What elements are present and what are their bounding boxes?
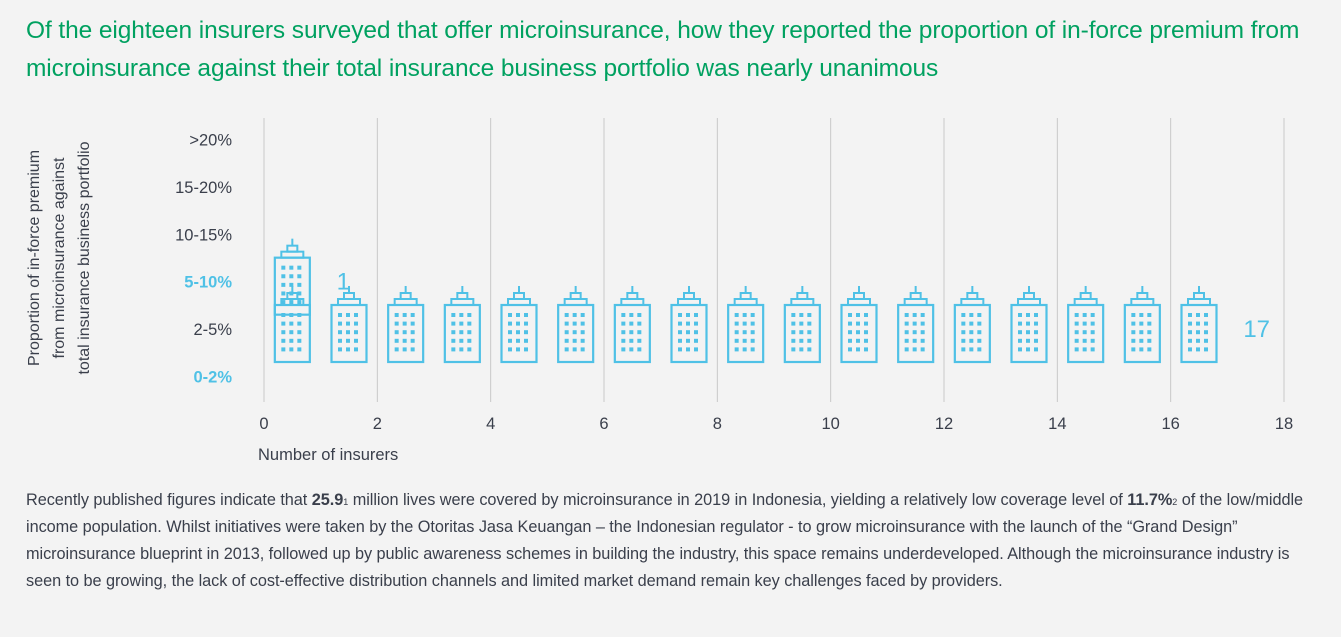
footnote-ref-1: 1	[343, 497, 349, 507]
building-icon	[783, 286, 821, 364]
coverage-level-value: 11.7%	[1127, 491, 1173, 509]
building-icons	[273, 238, 1218, 364]
x-tick-label: 4	[486, 415, 495, 433]
x-axis-label: Number of insurers	[258, 446, 398, 464]
lives-covered-value: 25.9	[311, 491, 344, 509]
building-icon	[1010, 286, 1048, 364]
building-icon	[1067, 286, 1105, 364]
building-icon	[443, 286, 481, 364]
body-paragraph: Recently published figures indicate that…	[26, 487, 1326, 595]
x-tick-label: 2	[373, 415, 382, 433]
footnote-ref-2: 2	[1172, 497, 1178, 507]
x-tick-labels: 0 2 4 6 8 10 12 14 16 18	[259, 415, 1293, 433]
data-labels: 1 17	[337, 269, 1270, 343]
gridlines	[263, 118, 1285, 402]
y-tick-label: 5-10%	[184, 274, 232, 292]
chart-title: Of the eighteen insurers surveyed that o…	[26, 17, 1300, 82]
x-tick-label: 0	[259, 415, 268, 433]
building-icon	[387, 286, 425, 364]
body-text-part: Recently published figures indicate that	[26, 491, 312, 509]
building-icon	[330, 286, 368, 364]
pictograph-chart: >20% 15-20% 10-15% 5-10% 2-5% 0-2% 0 2 4 6 8 10 12 1…	[175, 118, 1293, 464]
x-tick-label: 14	[1048, 415, 1066, 433]
y-tick-label: 10-15%	[175, 226, 232, 244]
building-icon	[273, 286, 311, 364]
y-tick-label: >20%	[189, 132, 232, 150]
body-text-part: of the low/middle income population. Whi…	[26, 491, 1304, 590]
x-tick-label: 10	[821, 415, 839, 433]
x-tick-label: 18	[1275, 415, 1293, 433]
building-icon	[953, 286, 991, 364]
building-icon	[557, 286, 595, 364]
y-tick-label: 0-2%	[193, 368, 232, 386]
y-tick-labels: >20% 15-20% 10-15% 5-10% 2-5% 0-2%	[175, 132, 232, 387]
building-icon	[613, 286, 651, 364]
building-icon	[1180, 286, 1218, 364]
building-icon	[897, 286, 935, 364]
x-tick-label: 8	[713, 415, 722, 433]
building-icon	[840, 286, 878, 364]
x-tick-label: 12	[935, 415, 953, 433]
building-icon	[273, 238, 311, 316]
building-icon	[670, 286, 708, 364]
y-tick-label: 2-5%	[193, 321, 232, 339]
data-label: 1	[337, 269, 350, 296]
y-tick-label: 15-20%	[175, 179, 232, 197]
x-tick-label: 6	[599, 415, 608, 433]
building-icon	[500, 286, 538, 364]
body-text-part: million lives were covered by microinsur…	[348, 491, 1128, 509]
x-tick-label: 16	[1161, 415, 1179, 433]
data-label: 17	[1243, 316, 1270, 343]
building-icon	[1123, 286, 1161, 364]
building-icon	[727, 286, 765, 364]
